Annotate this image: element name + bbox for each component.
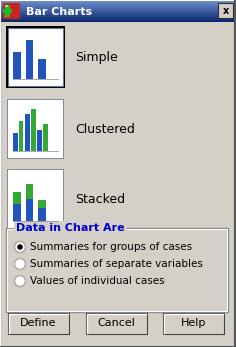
Bar: [86, 313, 148, 335]
Bar: [6, 228, 228, 312]
Text: Stacked: Stacked: [75, 193, 125, 205]
Bar: [163, 313, 225, 335]
Bar: [3, 3, 20, 19]
Bar: [0, 8, 236, 9]
Text: Define: Define: [20, 319, 57, 329]
Text: Clustered: Clustered: [75, 122, 135, 135]
Bar: [43, 124, 48, 151]
Bar: [0, 4, 236, 5]
Bar: [0, 10, 236, 11]
Bar: [0, 11, 236, 12]
Bar: [0, 3, 236, 4]
Bar: [0, 2, 236, 3]
Circle shape: [14, 276, 25, 287]
Bar: [0, 14, 236, 15]
Bar: [163, 313, 224, 334]
Bar: [31, 109, 35, 151]
Circle shape: [17, 244, 23, 250]
Bar: [3, 9, 12, 13]
Text: Simple: Simple: [75, 51, 118, 64]
Bar: [0, 1, 236, 2]
Bar: [218, 3, 233, 18]
Circle shape: [14, 242, 25, 253]
Text: Summaries for groups of cases: Summaries for groups of cases: [30, 242, 192, 252]
Bar: [0, 15, 236, 16]
Bar: [13, 52, 21, 79]
Bar: [0, 7, 236, 8]
Bar: [7, 169, 64, 229]
Bar: [0, 17, 236, 18]
Bar: [13, 192, 21, 204]
Bar: [8, 100, 63, 158]
Bar: [38, 208, 46, 221]
Bar: [25, 40, 33, 79]
Bar: [5, 5, 8, 7]
Text: Summaries of separate variables: Summaries of separate variables: [30, 259, 203, 269]
Bar: [0, 13, 236, 14]
Bar: [0, 20, 236, 21]
Bar: [25, 199, 33, 221]
Circle shape: [14, 259, 25, 270]
Text: Help: Help: [181, 319, 206, 329]
Bar: [8, 170, 63, 228]
Bar: [37, 130, 42, 151]
Bar: [0, 6, 236, 7]
Bar: [25, 184, 33, 199]
Bar: [5, 5, 10, 17]
Text: Cancel: Cancel: [97, 319, 135, 329]
Bar: [0, 12, 236, 13]
Bar: [13, 133, 18, 151]
Text: Data in Chart Are: Data in Chart Are: [16, 223, 125, 233]
Bar: [38, 200, 46, 208]
Bar: [0, 0, 236, 1]
Bar: [7, 99, 64, 159]
Bar: [86, 313, 147, 334]
Bar: [38, 59, 46, 79]
Bar: [0, 9, 236, 10]
Bar: [19, 121, 23, 151]
Text: x: x: [222, 6, 229, 16]
Bar: [25, 113, 30, 151]
Bar: [6, 26, 65, 88]
Bar: [0, 21, 236, 22]
Bar: [8, 313, 70, 335]
Bar: [8, 313, 69, 334]
Bar: [8, 28, 63, 86]
Text: Values of individual cases: Values of individual cases: [30, 276, 165, 286]
Bar: [0, 19, 236, 20]
Bar: [13, 204, 21, 221]
Bar: [0, 18, 236, 19]
Bar: [0, 16, 236, 17]
Text: Bar Charts: Bar Charts: [26, 7, 92, 17]
Bar: [7, 229, 227, 311]
Bar: [0, 5, 236, 6]
